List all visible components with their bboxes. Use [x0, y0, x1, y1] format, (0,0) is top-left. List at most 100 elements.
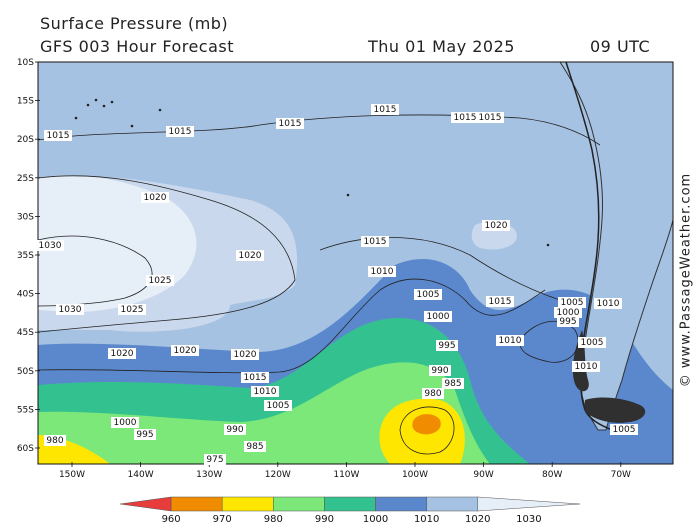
island-marker — [94, 98, 98, 102]
isobar-label: 995 — [438, 341, 455, 351]
map-frame — [37, 61, 674, 465]
isobar-label-bg — [572, 361, 600, 372]
isobar-label-bg — [134, 429, 156, 440]
isobar-label-bg — [442, 378, 464, 389]
isobar-label: 1005 — [581, 338, 604, 348]
island-marker — [86, 103, 90, 107]
isobar-label-bg — [251, 386, 279, 397]
isobar-label-bg — [361, 236, 389, 247]
isobar-label: 1000 — [557, 308, 580, 318]
legend-tick-label: 1010 — [414, 514, 439, 525]
latitude-label: 20S — [17, 135, 34, 145]
isobar-label-bg — [56, 304, 84, 315]
isobar-label-bg — [554, 307, 582, 318]
latitude-label: 55S — [17, 405, 34, 415]
legend-swatch — [426, 496, 479, 512]
isobar-label: 1015 — [364, 237, 387, 247]
isobar-label: 1010 — [499, 336, 522, 346]
pressure-color-legend: 960 970 980 990 1000 1010 1020 1030 — [119, 496, 581, 525]
isobar-label: 1005 — [613, 425, 636, 435]
isobar-label: 1010 — [254, 387, 277, 397]
legend-arrow-low — [119, 496, 172, 512]
isobar-label-bg — [146, 275, 174, 286]
isobar-label-bg — [44, 130, 72, 141]
isobar-label: 1005 — [561, 298, 584, 308]
latitude-label: 45S — [17, 328, 34, 338]
latitude-label: 10S — [17, 58, 34, 68]
isobar-line — [319, 237, 561, 301]
isobar-label-bg — [578, 337, 606, 348]
isobar-label: 1015 — [454, 113, 477, 123]
legend-tick-label: 970 — [213, 514, 232, 525]
isobar-label: 995 — [136, 430, 153, 440]
isobar-label-bg — [482, 220, 510, 231]
isobar-line — [519, 321, 579, 363]
island-marker — [102, 104, 106, 108]
isobar-label: 1005 — [417, 290, 440, 300]
isobar-label: 1005 — [267, 401, 290, 411]
legend-swatch — [221, 496, 274, 512]
legend-tick-label: 1030 — [516, 514, 541, 525]
isobar-label-bg — [231, 349, 259, 360]
isobar-label: 1025 — [121, 305, 144, 315]
latitude-label: 30S — [17, 212, 34, 222]
isobar-label-bg — [264, 400, 292, 411]
isobar-line — [38, 114, 601, 146]
legend-tick-label: 1020 — [465, 514, 490, 525]
isobar-label: 985 — [246, 442, 263, 452]
latitude-label: 35S — [17, 251, 34, 261]
isobar-label: 1015 — [479, 113, 502, 123]
isobar-label: 980 — [424, 389, 441, 399]
legend-tick-label: 990 — [315, 514, 334, 525]
isobar-label-bg — [171, 345, 199, 356]
legend-tick-label: 960 — [162, 514, 181, 525]
forecast-date: Thu 01 May 2025 — [368, 37, 515, 56]
legend-swatch — [324, 496, 376, 512]
isobar-label-bg — [414, 289, 442, 300]
isobar-label-bg — [236, 250, 264, 261]
isobar-label-bg — [166, 126, 194, 137]
isobar-label: 1015 — [279, 119, 302, 129]
isobar-label-bg — [371, 104, 399, 115]
forecast-time: 09 UTC — [590, 37, 651, 56]
patagonia-islands — [572, 330, 589, 392]
isobar-label: 1010 — [575, 362, 598, 372]
tierra-del-fuego-land — [585, 397, 646, 423]
island-marker — [110, 100, 114, 104]
isobar-label-bg — [36, 240, 64, 251]
latitude-label: 15S — [17, 97, 34, 107]
latitude-label: 25S — [17, 174, 34, 184]
isobar-label-bg — [424, 311, 452, 322]
isobar-label: 990 — [431, 366, 448, 376]
island-marker — [158, 108, 162, 112]
map-title: Surface Pressure (mb) — [40, 14, 229, 33]
legend-swatch — [170, 496, 223, 512]
longitude-label: 150W — [59, 470, 85, 480]
isobar-label-bg — [111, 417, 139, 428]
isobar-label: 975 — [206, 455, 223, 465]
longitude-label: 80W — [542, 470, 562, 480]
legend-tick-label: 980 — [264, 514, 283, 525]
isobar-label-bg — [44, 435, 66, 446]
isobar-label: 1030 — [39, 241, 62, 251]
latitude-axis: 10S 15S 20S 25S 30S 35S 40S 45S 50S 55S 60S — [17, 58, 40, 454]
island-marker — [130, 124, 134, 128]
island-marker — [546, 243, 550, 247]
isobar-label-bg — [108, 348, 136, 359]
isobar-label-bg — [368, 266, 396, 277]
isobar-label-bg — [486, 296, 514, 307]
isobar-label: 1020 — [234, 350, 257, 360]
isobar-label-bg — [276, 118, 304, 129]
isobar-label: 985 — [444, 379, 461, 389]
isobar-label: 1025 — [149, 276, 172, 286]
isobar-label: 1015 — [169, 127, 192, 137]
isobar-label: 1020 — [111, 349, 134, 359]
island-marker — [346, 193, 350, 197]
longitude-axis: 150W 140W 130W 120W 110W 100W 90W 80W 70W — [59, 462, 631, 480]
isobar-label: 1000 — [427, 312, 450, 322]
isobar-label-bg — [118, 304, 146, 315]
isobar-line — [38, 175, 296, 333]
isobar-label-bg — [204, 454, 226, 465]
longitude-label: 100W — [402, 470, 428, 480]
isobar-label: 1015 — [244, 373, 267, 383]
